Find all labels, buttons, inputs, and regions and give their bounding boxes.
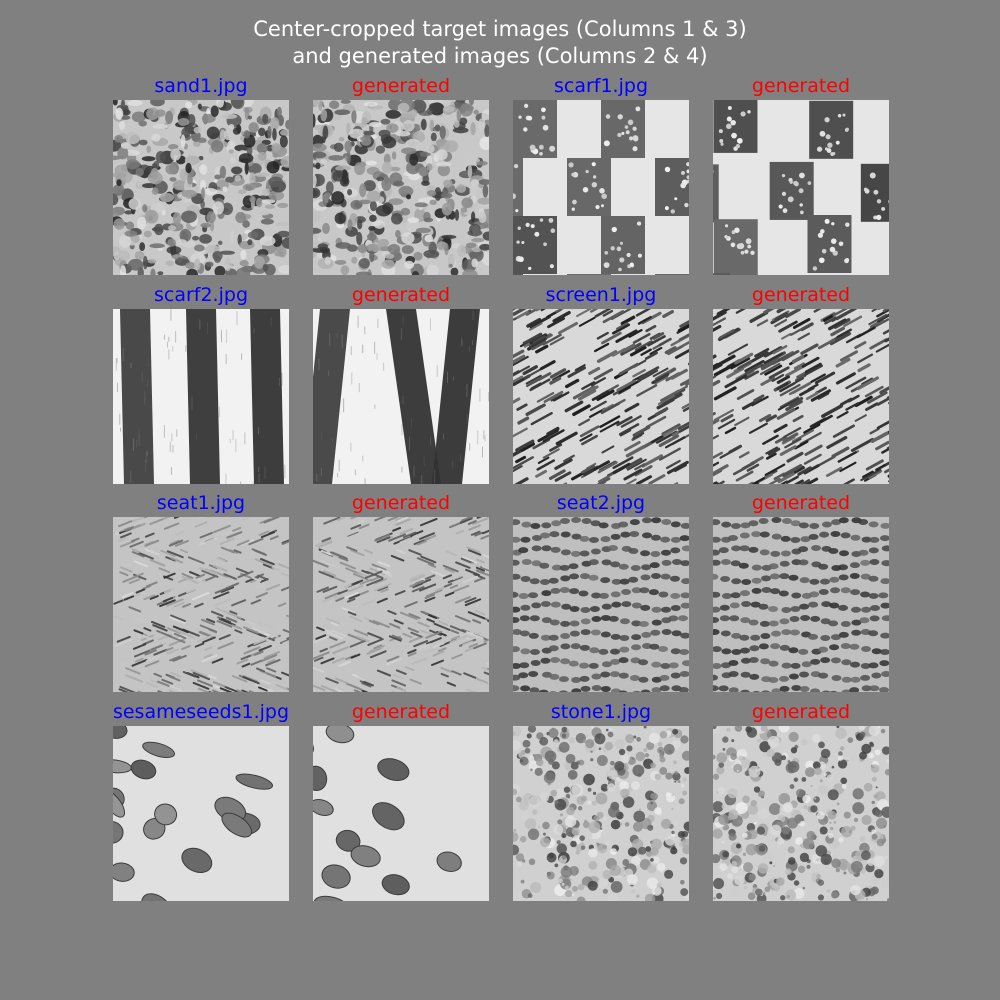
texture-pattern — [713, 100, 889, 275]
texture-pattern — [113, 100, 289, 275]
image-caption: scarf1.jpg — [553, 75, 649, 97]
image-caption: scarf2.jpg — [153, 284, 249, 306]
image-caption: sesameseeds1.jpg — [112, 701, 290, 723]
texture-pattern — [313, 517, 489, 692]
figure-title: Center-cropped target images (Columns 1 … — [0, 16, 1000, 70]
texture-pattern — [113, 309, 289, 484]
texture-image — [113, 100, 289, 275]
texture-image — [313, 517, 489, 692]
texture-pattern — [313, 100, 489, 275]
image-caption: seat1.jpg — [156, 492, 246, 514]
image-caption: generated — [351, 701, 451, 723]
texture-pattern — [513, 726, 689, 901]
texture-image — [113, 309, 289, 484]
image-caption: sand1.jpg — [154, 75, 248, 97]
texture-image — [513, 309, 689, 484]
image-caption: generated — [751, 701, 851, 723]
texture-pattern — [713, 726, 889, 901]
image-caption: generated — [351, 75, 451, 97]
texture-image — [713, 309, 889, 484]
texture-pattern — [113, 726, 289, 901]
texture-pattern — [513, 517, 689, 692]
texture-image — [713, 100, 889, 275]
image-caption: generated — [351, 492, 451, 514]
texture-image — [113, 726, 289, 901]
texture-image — [313, 100, 489, 275]
texture-pattern — [313, 309, 489, 484]
texture-pattern — [513, 100, 689, 275]
texture-image — [713, 726, 889, 901]
image-caption: screen1.jpg — [545, 284, 657, 306]
image-caption: seat2.jpg — [556, 492, 646, 514]
title-line-2: and generated images (Columns 2 & 4) — [292, 44, 708, 68]
texture-pattern — [313, 726, 489, 901]
image-caption: generated — [751, 75, 851, 97]
texture-image — [713, 517, 889, 692]
texture-pattern — [113, 517, 289, 692]
image-caption: generated — [751, 284, 851, 306]
texture-image — [313, 309, 489, 484]
texture-image — [513, 726, 689, 901]
texture-image — [513, 517, 689, 692]
image-caption: stone1.jpg — [550, 701, 652, 723]
texture-pattern — [513, 309, 689, 484]
texture-image — [113, 517, 289, 692]
title-line-1: Center-cropped target images (Columns 1 … — [253, 17, 747, 41]
texture-image — [313, 726, 489, 901]
image-caption: generated — [351, 284, 451, 306]
texture-image — [513, 100, 689, 275]
texture-pattern — [713, 517, 889, 692]
texture-pattern — [713, 309, 889, 484]
image-caption: generated — [751, 492, 851, 514]
